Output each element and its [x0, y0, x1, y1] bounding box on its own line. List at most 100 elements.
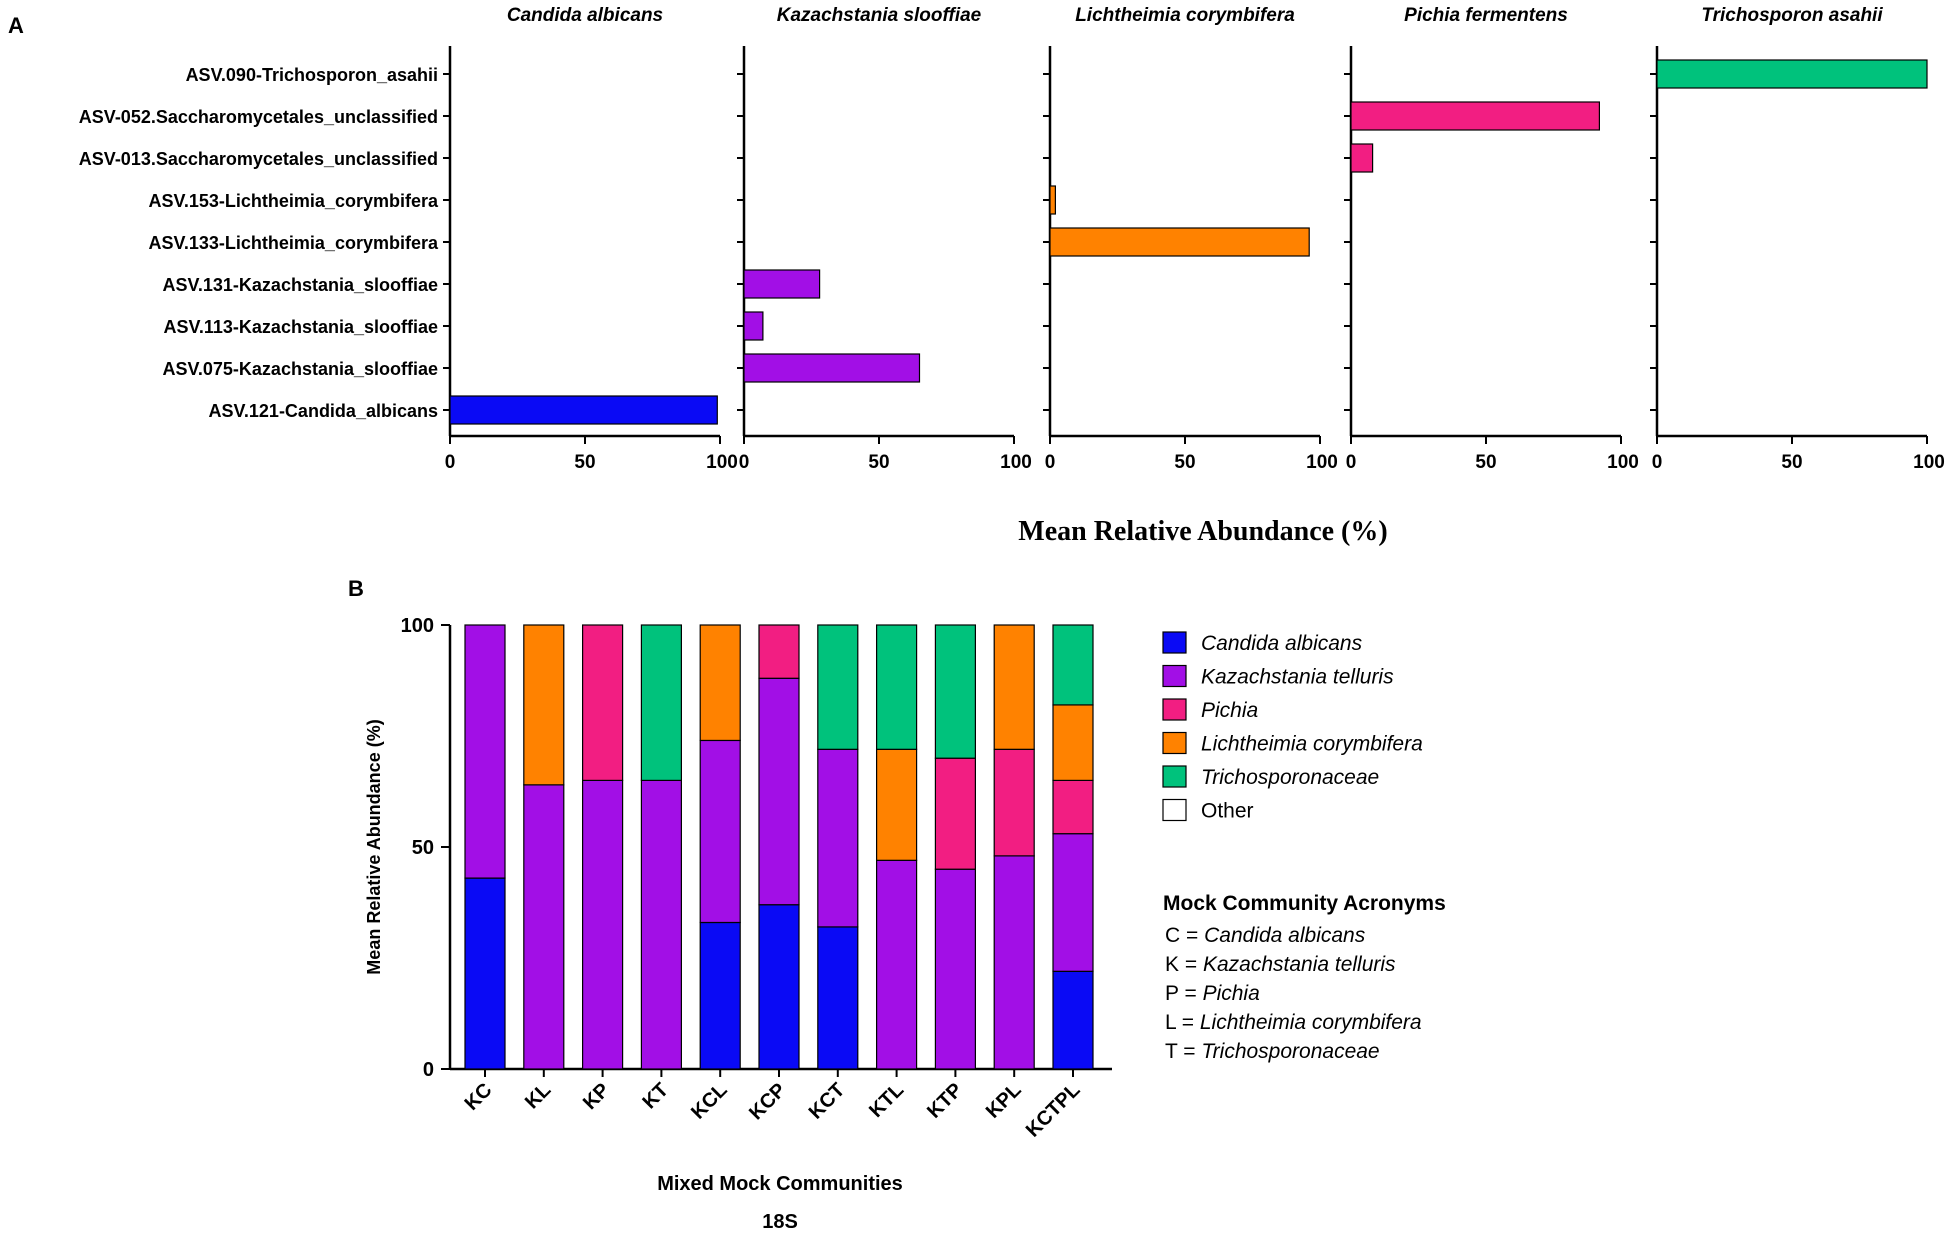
stacked-bar-segment	[581, 779, 624, 1070]
x-tick-label: 0	[1045, 452, 1056, 473]
stacked-bar-segment	[934, 868, 977, 1070]
acronym-key: C =	[1165, 924, 1204, 947]
acronym-value: Trichosporonaceae	[1201, 1040, 1379, 1063]
asv-label: ASV.113-Kazachstania_slooffiae	[164, 317, 438, 337]
x-tick-label: 50	[868, 452, 889, 473]
stacked-bar-segment	[993, 748, 1035, 857]
panel-title: Candida albicans	[507, 5, 663, 26]
stacked-bar-segment	[758, 904, 800, 1070]
bar	[1049, 227, 1310, 257]
legend-label: Other	[1201, 800, 1254, 823]
stacked-bar-segment	[817, 748, 859, 928]
stacked-bar-segment	[1052, 833, 1094, 972]
bar	[449, 395, 718, 425]
x-tick-label: KCP	[745, 1079, 790, 1124]
x-tick-label: KC	[461, 1079, 497, 1115]
x-tick-label: KCT	[805, 1079, 850, 1124]
stacked-bar-segment	[758, 624, 800, 679]
legend-label: Pichia	[1201, 699, 1258, 722]
panel-a: A ASV.090-Trichosporon_asahii ASV-052.Sacc…	[8, 5, 1945, 547]
acronym-item: P = Pichia	[1165, 982, 1260, 1005]
stacked-bar-segment	[875, 624, 918, 750]
acronym-key: P =	[1165, 982, 1203, 1005]
x-tick-label: 100	[1000, 452, 1032, 473]
asv-label: ASV.153-Lichtheimia_corymbifera	[149, 191, 439, 211]
bar	[1049, 185, 1057, 215]
stacked-bar-segment	[817, 926, 859, 1070]
x-tick-label: KCTPL	[1022, 1079, 1085, 1142]
x-tick-label: KCL	[687, 1079, 732, 1124]
stacked-bar-segment	[640, 624, 683, 781]
x-tick-label: KTL	[865, 1079, 908, 1122]
acronym-value: Pichia	[1203, 982, 1260, 1005]
x-tick-label: KTP	[923, 1079, 967, 1123]
x-tick-label: 100	[1607, 452, 1639, 473]
acronym-key: L =	[1165, 1011, 1200, 1034]
stacked-bar-segment	[758, 677, 800, 906]
asv-label: ASV.131-Kazachstania_slooffiae	[163, 275, 438, 295]
legend-label: Lichtheimia corymbifera	[1201, 733, 1423, 756]
x-tick-label: 50	[1174, 452, 1195, 473]
x-tick-label: 100	[1306, 452, 1338, 473]
stacked-bar-segment	[1052, 704, 1094, 781]
legend-label: Candida albicans	[1201, 632, 1363, 655]
legend-swatch	[1162, 664, 1187, 688]
stacked-bar-segment	[1052, 779, 1094, 835]
stacked-bar-segment	[875, 748, 918, 861]
acronym-value: Lichtheimia corymbifera	[1200, 1011, 1422, 1034]
stacked-bar-segment	[875, 859, 918, 1070]
legend-swatch	[1162, 631, 1187, 654]
stacked-bar-segment	[817, 624, 859, 750]
panel-b: B 0 50 100 Mean Relative Abundance (%) KC KL KP…	[348, 576, 1446, 1233]
stacked-bar-segment	[464, 624, 506, 879]
acronym-item: K = Kazachstania telluris	[1165, 953, 1396, 976]
x-tick-label: 0	[1652, 452, 1663, 473]
x-tick-label: 100	[1913, 452, 1945, 473]
panel-title: Lichtheimia corymbifera	[1075, 5, 1295, 26]
x-tick-label: 50	[1781, 452, 1802, 473]
x-tick-label: 50	[1475, 452, 1496, 473]
x-axis-title: Mixed Mock Communities	[657, 1173, 903, 1195]
bar	[1350, 101, 1600, 131]
legend-swatch	[1162, 731, 1187, 755]
bar	[1656, 59, 1928, 89]
bar	[1350, 143, 1374, 173]
x-tick-label: 100	[706, 452, 738, 473]
acronyms-title: Mock Community Acronyms	[1163, 892, 1446, 915]
y-tick-label: 100	[401, 615, 434, 637]
asv-label: ASV-013.Saccharomycetales_unclassified	[79, 149, 438, 169]
acronym-key: T =	[1165, 1040, 1201, 1063]
x-tick-label: 50	[574, 452, 595, 473]
legend-swatch	[1162, 765, 1187, 788]
bar	[743, 353, 921, 383]
y-axis-title: Mean Relative Abundance (%)	[364, 719, 384, 974]
acronym-item: T = Trichosporonaceae	[1165, 1040, 1380, 1063]
x-tick-label: KP	[579, 1079, 614, 1114]
stacked-bar-segment	[699, 921, 741, 1070]
legend-swatch	[1162, 798, 1187, 822]
x-tick-label: 0	[445, 452, 456, 473]
panel-label-b: B	[348, 576, 364, 601]
stacked-bar-segment	[523, 624, 565, 786]
stacked-bar-segment	[934, 757, 977, 870]
stacked-bar-segment	[699, 624, 741, 742]
x-tick-label: KL	[521, 1079, 555, 1113]
legend-label: Trichosporonaceae	[1201, 766, 1379, 789]
chart-subtitle: 18S	[762, 1211, 798, 1233]
stacked-bar-segment	[464, 877, 506, 1070]
stacked-bar-segment	[581, 624, 624, 781]
stacked-bar-segment	[934, 624, 977, 759]
x-tick-label: 0	[1346, 452, 1357, 473]
asv-label: ASV.133-Lichtheimia_corymbifera	[149, 233, 439, 253]
bar	[743, 269, 821, 299]
acronym-item: L = Lichtheimia corymbifera	[1165, 1011, 1422, 1034]
asv-label: ASV-052.Saccharomycetales_unclassified	[79, 107, 438, 127]
panel-title: Pichia fermentens	[1404, 5, 1568, 26]
stacked-bar-segment	[993, 624, 1035, 750]
stacked-bar-segment	[993, 855, 1035, 1070]
stacked-bar-segment	[523, 784, 565, 1070]
acronym-item: C = Candida albicans	[1165, 924, 1366, 947]
x-tick-label: 0	[739, 452, 750, 473]
bar	[743, 311, 764, 341]
